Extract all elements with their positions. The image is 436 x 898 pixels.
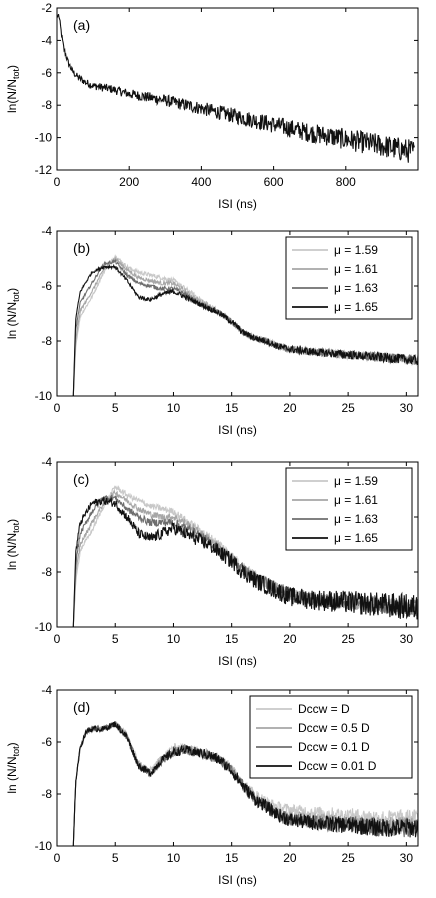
x-tick-label: 0: [54, 175, 61, 189]
y-tick-label: -4: [41, 33, 52, 47]
series-group: [72, 721, 418, 846]
panel-label: (b): [73, 240, 90, 256]
y-tick-label: -6: [41, 735, 52, 749]
y-tick-label: -10: [35, 389, 53, 403]
legend-entry: μ = 1.59: [334, 474, 378, 488]
x-tick-label: 200: [119, 175, 139, 189]
x-axis-label: ISI (ns): [218, 654, 257, 668]
x-tick-label: 5: [112, 401, 119, 415]
y-tick-label: -8: [41, 787, 52, 801]
x-tick-label: 5: [112, 632, 119, 646]
x-tick-label: 0: [54, 632, 61, 646]
series-group: [57, 13, 415, 163]
legend-entry: Dccw = 0.01 D: [298, 759, 377, 773]
x-tick-label: 10: [167, 632, 181, 646]
x-tick-label: 20: [283, 632, 297, 646]
chart-panel-3: 0 5 10 15 20 25 30 -10 -8 -6 -4 ISI (ns) ln (N/Ntot)…: [5, 455, 419, 668]
x-tick-label: 10: [167, 851, 181, 865]
legend-entry: μ = 1.65: [334, 300, 378, 314]
plot-frame: [56, 7, 419, 171]
y-tick-label: -8: [41, 565, 52, 579]
x-tick-label: 15: [225, 632, 239, 646]
x-tick-label: 30: [400, 632, 414, 646]
y-axis-label: ln (N/Ntot): [5, 288, 21, 339]
panel-label: (c): [73, 471, 89, 487]
y-tick-label: -8: [41, 334, 52, 348]
x-tick-label: 10: [167, 401, 181, 415]
legend-entry: Dccw = D: [298, 702, 350, 716]
series-line-4: [72, 496, 418, 627]
x-tick-label: 800: [336, 175, 356, 189]
legend: μ = 1.59 μ = 1.61 μ = 1.63 μ = 1.65: [285, 467, 413, 551]
series-group: [72, 254, 418, 396]
x-tick-label: 25: [341, 401, 355, 415]
y-tick-label: -12: [35, 163, 53, 177]
plot-frame: [56, 689, 419, 847]
x-tick-label: 15: [225, 401, 239, 415]
y-tick-label: -4: [41, 224, 52, 238]
x-tick-label: 30: [400, 851, 414, 865]
legend-entry: Dccw = 0.1 D: [298, 740, 370, 754]
legend-entry: μ = 1.61: [334, 493, 378, 507]
y-axis-label: ln(N/Ntot): [5, 65, 21, 113]
y-tick-label: -4: [41, 455, 52, 469]
chart-panel-1: 0 200 400 600 800 -12 -10 -8 -6 -4 -2 ISI (ns) ln(N/…: [5, 1, 419, 211]
x-tick-label: 400: [191, 175, 211, 189]
series-line-1: [57, 13, 415, 163]
y-axis-label: ln (N/Ntot): [5, 519, 21, 570]
legend-entry: μ = 1.65: [334, 531, 378, 545]
plot-frame: [56, 230, 419, 397]
y-tick-label: -10: [35, 839, 53, 853]
series-line-4: [72, 721, 418, 846]
x-axis-label: ISI (ns): [218, 873, 257, 887]
y-tick-label: -6: [41, 66, 52, 80]
chart-panel-2: 0 5 10 15 20 25 30 -10 -8 -6 -4 ISI (ns) ln (N/Ntot)…: [5, 224, 419, 437]
y-tick-label: -10: [35, 620, 53, 634]
y-axis-label: ln (N/Ntot): [5, 742, 21, 793]
y-tick-label: -8: [41, 98, 52, 112]
series-line-4: [72, 263, 418, 396]
x-tick-label: 600: [264, 175, 284, 189]
legend: μ = 1.59 μ = 1.61 μ = 1.63 μ = 1.65: [285, 236, 413, 320]
x-tick-label: 0: [54, 401, 61, 415]
y-tick-label: -2: [41, 1, 52, 15]
x-tick-label: 20: [283, 401, 297, 415]
x-tick-label: 25: [341, 851, 355, 865]
y-tick-label: -6: [41, 510, 52, 524]
x-axis-label: ISI (ns): [218, 197, 257, 211]
series-group: [72, 485, 418, 627]
y-tick-label: -10: [35, 131, 53, 145]
panel-label: (d): [73, 699, 90, 715]
panel-label: (a): [73, 17, 90, 33]
legend-entry: Dccw = 0.5 D: [298, 721, 370, 735]
plot-frame: [56, 461, 419, 628]
x-tick-label: 0: [54, 851, 61, 865]
chart-panel-4: 0 5 10 15 20 25 30 -10 -8 -6 -4 ISI (ns) ln (N/Ntot)…: [5, 683, 419, 887]
legend-entry: μ = 1.63: [334, 281, 378, 295]
legend: Dccw = D Dccw = 0.5 D Dccw = 0.1 D Dccw = 0…: [249, 695, 413, 779]
y-tick-label: -4: [41, 683, 52, 697]
y-tick-label: -6: [41, 279, 52, 293]
x-axis-label: ISI (ns): [218, 423, 257, 437]
legend-entry: μ = 1.63: [334, 512, 378, 526]
x-tick-label: 20: [283, 851, 297, 865]
legend-entry: μ = 1.61: [334, 262, 378, 276]
x-tick-label: 15: [225, 851, 239, 865]
legend-entry: μ = 1.59: [334, 243, 378, 257]
x-tick-label: 30: [400, 401, 414, 415]
x-tick-label: 25: [341, 632, 355, 646]
x-tick-label: 5: [112, 851, 119, 865]
